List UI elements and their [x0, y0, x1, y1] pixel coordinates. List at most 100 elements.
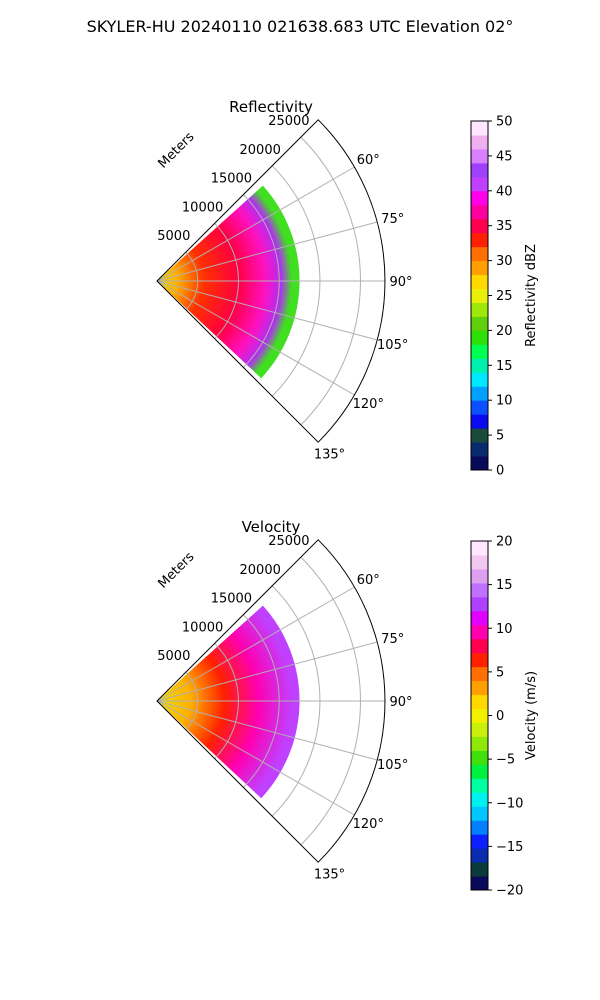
azimuth-tick-label: 75° [381, 632, 404, 647]
colorbar-swatch [471, 121, 488, 136]
colorbar-swatch [471, 232, 488, 248]
colorbar-swatch [471, 541, 488, 556]
colorbar-swatch [471, 834, 488, 849]
colorbar-tick-label: 40 [496, 184, 513, 199]
colorbar-swatch [471, 428, 488, 443]
panel-title: Velocity [242, 518, 301, 536]
azimuth-tick-label: 120° [353, 817, 384, 832]
colorbar-swatch [471, 568, 488, 584]
colorbar-tick-label: 5 [496, 429, 504, 444]
data-field [157, 605, 300, 799]
colorbar-swatch [471, 610, 488, 626]
data-field [157, 185, 300, 379]
colorbar-swatch [471, 260, 488, 276]
azimuth-gridline [156, 166, 355, 282]
azimuth-tick-label: 60° [357, 153, 380, 168]
colorbar-swatch [471, 680, 488, 696]
azimuth-gridline [156, 700, 378, 761]
azimuth-tick-label: 75° [381, 212, 404, 227]
velocity-colorbar: −20 −15 −10 −5 0 5 10 15 20 Velocity (m/s) [470, 535, 539, 899]
radial-tick-label: 15000 [211, 592, 252, 607]
colorbar-swatch [471, 596, 488, 612]
reflectivity-panel: Reflectivity 60° 75° 90° 105° 120° 135° 5000 100… [156, 98, 413, 463]
azimuth-tick-label: 135° [314, 868, 345, 883]
colorbar-tick-label: 50 [496, 115, 513, 130]
colorbar-swatch [471, 694, 488, 710]
colorbar-tick-label: 25 [496, 289, 513, 304]
colorbar-swatch [471, 764, 488, 779]
velocity-panel: Velocity 60° 75° 90° 105° 120° 135° 5000 10000 15… [156, 518, 413, 883]
colorbar-swatch [471, 414, 488, 429]
colorbar-tick-label: 35 [496, 219, 513, 234]
radial-tick-label: 25000 [268, 534, 309, 549]
colorbar-swatch [471, 778, 488, 793]
colorbar-swatch [471, 190, 488, 206]
radial-tick-label: 20000 [240, 563, 281, 578]
radial-tick-label: 20000 [240, 143, 281, 158]
colorbar-swatch [471, 848, 488, 863]
azimuth-tick-label: 90° [389, 695, 412, 710]
azimuth-tick-label: 90° [389, 275, 412, 290]
azimuth-tick-label: 105° [377, 758, 408, 773]
azimuth-tick-label: 135° [314, 448, 345, 463]
colorbar-swatch [471, 344, 488, 359]
colorbar-tick-label: 15 [496, 578, 513, 593]
colorbar-swatch [471, 582, 488, 598]
colorbar-swatch [471, 386, 488, 401]
colorbar-tick-label: 45 [496, 149, 513, 164]
azimuth-gridline [156, 280, 355, 396]
colorbar-swatch [471, 820, 488, 835]
azimuth-gridline [156, 280, 378, 341]
azimuth-gridline [156, 586, 355, 702]
colorbar-swatch [471, 624, 488, 640]
colorbar-tick-label: −20 [496, 884, 523, 899]
azimuth-tick-label: 120° [353, 397, 384, 412]
colorbar-swatch [471, 666, 488, 682]
colorbar-label: Velocity (m/s) [524, 671, 539, 760]
azimuth-gridline [156, 221, 378, 282]
colorbar-swatch [471, 652, 488, 668]
colorbar-swatch [471, 792, 488, 807]
radial-tick-label: 5000 [157, 229, 190, 244]
colorbar-swatch [471, 554, 488, 570]
colorbar-swatch [471, 330, 488, 345]
azimuth-gridline [156, 641, 378, 702]
colorbar-tick-label: 0 [496, 464, 504, 479]
radial-axis-label: Meters [156, 549, 198, 591]
azimuth-tick-label: 105° [377, 338, 408, 353]
azimuth-tick-label: 60° [357, 573, 380, 588]
sector-frame [156, 119, 386, 443]
colorbar-swatch [471, 302, 488, 317]
colorbar-swatch [471, 288, 488, 303]
colorbar-tick-label: 0 [496, 709, 504, 724]
radial-tick-label: 5000 [157, 649, 190, 664]
radial-tick-label: 10000 [182, 620, 223, 635]
colorbar-tick-label: 15 [496, 359, 513, 374]
colorbar-swatch [471, 316, 488, 331]
colorbar-swatch [471, 204, 488, 220]
colorbar-swatch [471, 218, 488, 234]
colorbar-swatch [471, 736, 488, 751]
colorbar-swatch [471, 862, 488, 877]
colorbar-swatch [471, 750, 488, 765]
radial-tick-label: 25000 [268, 114, 309, 129]
radial-axis-label: Meters [156, 129, 198, 171]
colorbar-label: Reflectivity dBZ [524, 244, 539, 347]
colorbar-swatch [471, 708, 488, 723]
colorbar-tick-label: 10 [496, 622, 513, 637]
colorbar-swatch [471, 372, 488, 387]
radial-tick-label: 10000 [182, 200, 223, 215]
colorbar-tick-label: 5 [496, 665, 504, 680]
colorbar-swatch [471, 162, 488, 178]
colorbar-swatch [471, 722, 488, 737]
radial-tick-label: 15000 [211, 172, 252, 187]
colorbar-tick-label: −5 [496, 753, 515, 768]
colorbar-swatch [471, 876, 488, 891]
colorbar-swatch [471, 442, 488, 457]
colorbar-swatch [471, 456, 488, 471]
colorbar-tick-label: 20 [496, 535, 513, 550]
colorbar-tick-label: 20 [496, 324, 513, 339]
colorbar-swatch [471, 638, 488, 654]
colorbar-tick-label: −10 [496, 796, 523, 811]
